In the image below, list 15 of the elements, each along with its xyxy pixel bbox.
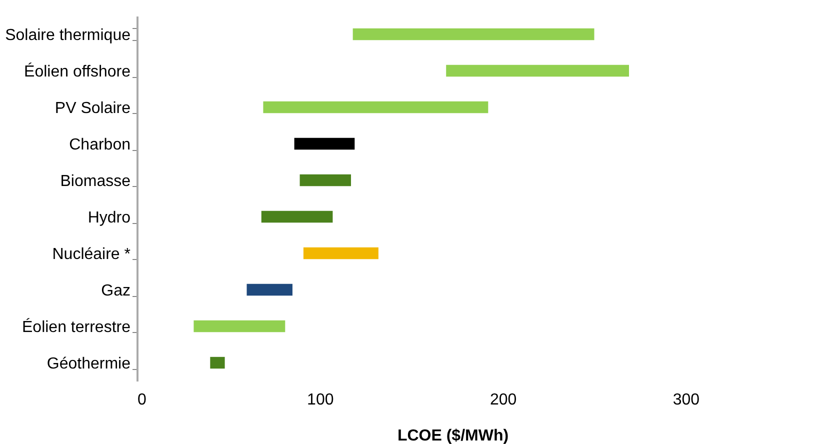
y-tick-label: Géothermie	[46, 355, 131, 372]
x-tick-label: 100	[307, 392, 334, 408]
y-tick-label: Nucléaire *	[52, 246, 130, 263]
x-tick-label: 200	[490, 392, 517, 408]
y-tick-label: Biomasse	[60, 172, 131, 190]
x-tick-label: 0	[138, 392, 146, 408]
y-tick-label: Éolien terrestre	[22, 318, 131, 336]
y-tick-label: Gaz	[101, 282, 130, 300]
y-tick-label: PV Solaire	[54, 100, 131, 117]
y-tick-label: Charbon	[69, 136, 130, 154]
y-tick-label: Éolien offshore	[24, 62, 131, 80]
x-tick-label: 300	[672, 392, 700, 408]
y-tick-label: Solaire thermique	[5, 26, 131, 44]
x-axis-title: LCOE ($/MWh)	[397, 428, 509, 444]
y-tick-label: Hydro	[88, 209, 131, 226]
